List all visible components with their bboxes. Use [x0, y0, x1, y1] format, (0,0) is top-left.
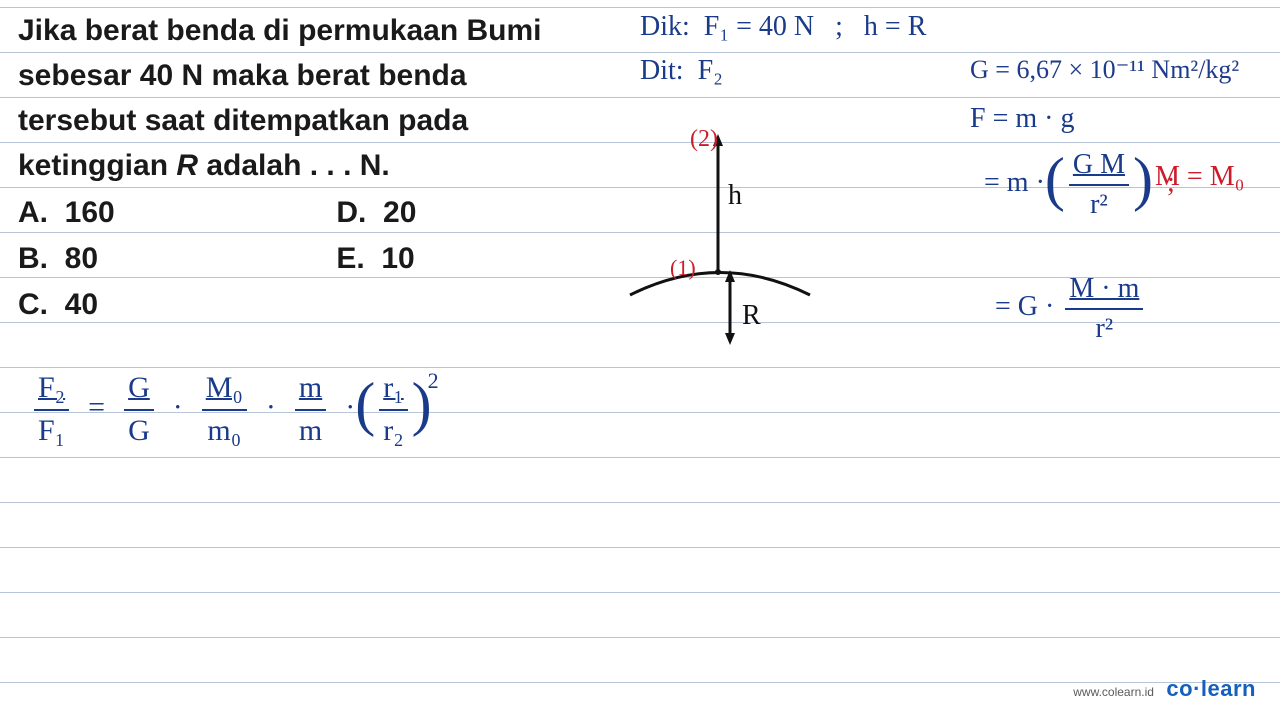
diagram-label-2: (2)	[690, 126, 718, 153]
handwritten-gmmr2: = G · M · mr²	[995, 270, 1147, 348]
handwritten-dik: Dik: F₁ = 40 N ; h = R	[640, 8, 926, 46]
question-line-3: tersebut saat ditempatkan pada	[18, 104, 468, 137]
question-line-2: sebesar 40 N maka berat benda	[18, 59, 467, 92]
earth-height-diagram: (2) (1) h R	[610, 120, 840, 350]
option-A: A. 160	[18, 190, 328, 236]
formula-fmg: F = m · g	[970, 100, 1175, 138]
option-C: C. 40	[18, 282, 328, 328]
footer-brand: co·learn	[1166, 676, 1256, 701]
footer-url: www.colearn.id	[1073, 685, 1154, 699]
diagram-svg	[610, 120, 840, 350]
footer: www.colearn.id co·learn	[1073, 676, 1256, 702]
formula-gm-r2: = m ·(G Mr²) ;	[970, 146, 1175, 224]
question-variable-R: R	[176, 149, 198, 182]
question-line-1: Jika berat benda di permukaan Bumi	[18, 14, 542, 47]
handwritten-formula: F = m · g = m ·(G Mr²) ;	[970, 100, 1175, 223]
answer-options: A. 160 D. 20 B. 80 E. 10 C. 40	[18, 190, 416, 328]
question-line-4-pre: ketinggian	[18, 149, 176, 182]
option-D: D. 20	[336, 190, 416, 236]
diagram-h-label: h	[728, 180, 742, 212]
question-text: Jika berat benda di permukaan Bumi sebes…	[18, 8, 618, 188]
option-B: B. 80	[18, 236, 328, 282]
handwritten-m-equals-mo: M = M₀	[1155, 158, 1244, 196]
question-line-4-post: adalah . . . N.	[198, 149, 390, 182]
handwritten-ratio: F₂F₁ = GG · M₀m₀ · mm ·(r₁r₂)2	[30, 368, 443, 451]
handwritten-dit: Dit: F₂	[640, 52, 723, 90]
diagram-label-1: (1)	[670, 255, 696, 281]
diagram-r-label: R	[742, 300, 761, 332]
option-E: E. 10	[336, 236, 414, 282]
handwritten-g-constant: G = 6,67 × 10⁻¹¹ Nm²/kg²	[970, 52, 1239, 87]
